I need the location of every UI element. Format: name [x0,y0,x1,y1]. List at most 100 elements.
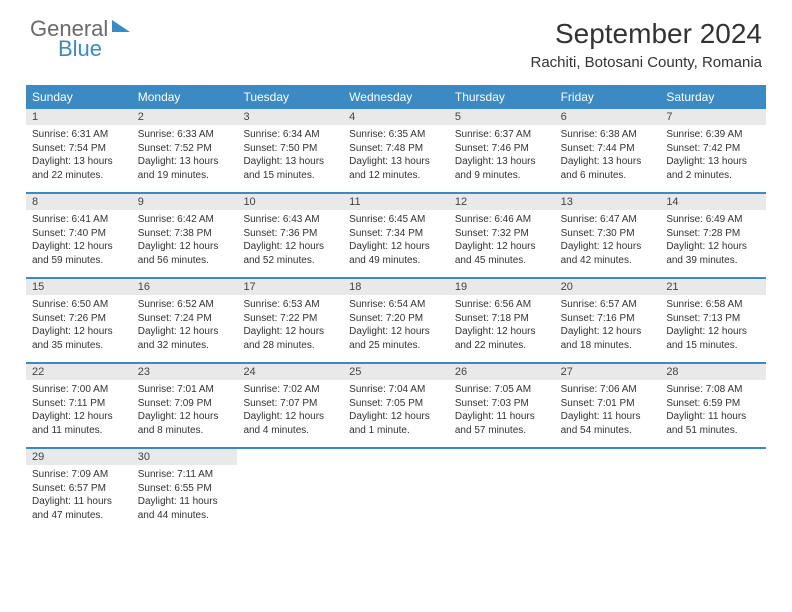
sunrise-text: Sunrise: 6:33 AM [138,128,232,142]
daylight-text: Daylight: 12 hours and 25 minutes. [349,325,443,352]
sunset-text: Sunset: 7:01 PM [561,397,655,411]
sunset-text: Sunset: 7:28 PM [666,227,760,241]
sunset-text: Sunset: 7:05 PM [349,397,443,411]
sunrise-text: Sunrise: 6:38 AM [561,128,655,142]
daylight-text: Daylight: 13 hours and 6 minutes. [561,155,655,182]
day-header: Sunday [26,85,132,109]
sunset-text: Sunset: 7:38 PM [138,227,232,241]
sunrise-text: Sunrise: 6:57 AM [561,298,655,312]
day-header: Saturday [660,85,766,109]
day-cell: Sunrise: 6:39 AMSunset: 7:42 PMDaylight:… [660,125,766,192]
day-number: 24 [237,364,343,380]
sunset-text: Sunset: 7:09 PM [138,397,232,411]
day-cell: Sunrise: 6:52 AMSunset: 7:24 PMDaylight:… [132,295,238,362]
sunrise-text: Sunrise: 7:06 AM [561,383,655,397]
header: General Blue September 2024 Rachiti, Bot… [0,0,792,79]
day-cell: Sunrise: 6:50 AMSunset: 7:26 PMDaylight:… [26,295,132,362]
day-number: 1 [26,109,132,125]
day-header: Friday [555,85,661,109]
daylight-text: Daylight: 12 hours and 39 minutes. [666,240,760,267]
sunset-text: Sunset: 7:48 PM [349,142,443,156]
day-cell: Sunrise: 6:53 AMSunset: 7:22 PMDaylight:… [237,295,343,362]
sunset-text: Sunset: 7:24 PM [138,312,232,326]
daylight-text: Daylight: 12 hours and 56 minutes. [138,240,232,267]
day-header: Thursday [449,85,555,109]
day-number: 22 [26,364,132,380]
day-cell [343,465,449,532]
daylight-text: Daylight: 13 hours and 2 minutes. [666,155,760,182]
sunrise-text: Sunrise: 6:37 AM [455,128,549,142]
sunrise-text: Sunrise: 6:39 AM [666,128,760,142]
daylight-text: Daylight: 12 hours and 4 minutes. [243,410,337,437]
day-cell: Sunrise: 7:06 AMSunset: 7:01 PMDaylight:… [555,380,661,447]
sunrise-text: Sunrise: 6:43 AM [243,213,337,227]
sunrise-text: Sunrise: 6:50 AM [32,298,126,312]
daylight-text: Daylight: 12 hours and 8 minutes. [138,410,232,437]
day-number: 14 [660,194,766,210]
day-number: 27 [555,364,661,380]
day-cell: Sunrise: 6:45 AMSunset: 7:34 PMDaylight:… [343,210,449,277]
sunrise-text: Sunrise: 6:49 AM [666,213,760,227]
calendar: SundayMondayTuesdayWednesdayThursdayFrid… [26,85,766,532]
sunset-text: Sunset: 7:54 PM [32,142,126,156]
day-number: 8 [26,194,132,210]
sunrise-text: Sunrise: 7:04 AM [349,383,443,397]
sunrise-text: Sunrise: 6:42 AM [138,213,232,227]
sunrise-text: Sunrise: 6:54 AM [349,298,443,312]
week-row: 891011121314Sunrise: 6:41 AMSunset: 7:40… [26,192,766,277]
sunrise-text: Sunrise: 6:45 AM [349,213,443,227]
day-number: 30 [132,449,238,465]
sunset-text: Sunset: 7:34 PM [349,227,443,241]
day-number: 23 [132,364,238,380]
daylight-text: Daylight: 11 hours and 51 minutes. [666,410,760,437]
day-cell: Sunrise: 6:58 AMSunset: 7:13 PMDaylight:… [660,295,766,362]
day-number: 4 [343,109,449,125]
daylight-text: Daylight: 12 hours and 42 minutes. [561,240,655,267]
day-cell: Sunrise: 6:54 AMSunset: 7:20 PMDaylight:… [343,295,449,362]
daylight-text: Daylight: 12 hours and 22 minutes. [455,325,549,352]
sunrise-text: Sunrise: 7:09 AM [32,468,126,482]
daylight-text: Daylight: 11 hours and 54 minutes. [561,410,655,437]
day-number [343,449,449,465]
day-number [237,449,343,465]
day-number: 2 [132,109,238,125]
week-row: 22232425262728Sunrise: 7:00 AMSunset: 7:… [26,362,766,447]
day-header-row: SundayMondayTuesdayWednesdayThursdayFrid… [26,85,766,109]
day-cell: Sunrise: 7:11 AMSunset: 6:55 PMDaylight:… [132,465,238,532]
sunrise-text: Sunrise: 6:41 AM [32,213,126,227]
day-cell: Sunrise: 6:38 AMSunset: 7:44 PMDaylight:… [555,125,661,192]
daylight-text: Daylight: 13 hours and 15 minutes. [243,155,337,182]
sunset-text: Sunset: 7:22 PM [243,312,337,326]
daylight-text: Daylight: 12 hours and 1 minute. [349,410,443,437]
daylight-text: Daylight: 12 hours and 59 minutes. [32,240,126,267]
day-cell [555,465,661,532]
day-cell: Sunrise: 6:41 AMSunset: 7:40 PMDaylight:… [26,210,132,277]
sunrise-text: Sunrise: 7:01 AM [138,383,232,397]
day-cell: Sunrise: 6:46 AMSunset: 7:32 PMDaylight:… [449,210,555,277]
day-header: Monday [132,85,238,109]
day-number: 19 [449,279,555,295]
day-cell: Sunrise: 6:47 AMSunset: 7:30 PMDaylight:… [555,210,661,277]
sunset-text: Sunset: 6:57 PM [32,482,126,496]
day-header: Tuesday [237,85,343,109]
sunset-text: Sunset: 7:11 PM [32,397,126,411]
day-cell: Sunrise: 7:01 AMSunset: 7:09 PMDaylight:… [132,380,238,447]
day-number: 29 [26,449,132,465]
day-number: 28 [660,364,766,380]
sunset-text: Sunset: 7:18 PM [455,312,549,326]
sunrise-text: Sunrise: 7:05 AM [455,383,549,397]
day-number: 10 [237,194,343,210]
sunset-text: Sunset: 7:20 PM [349,312,443,326]
day-cell: Sunrise: 6:31 AMSunset: 7:54 PMDaylight:… [26,125,132,192]
sunset-text: Sunset: 6:59 PM [666,397,760,411]
sunrise-text: Sunrise: 6:46 AM [455,213,549,227]
daylight-text: Daylight: 12 hours and 49 minutes. [349,240,443,267]
day-cell: Sunrise: 6:57 AMSunset: 7:16 PMDaylight:… [555,295,661,362]
sunrise-text: Sunrise: 6:31 AM [32,128,126,142]
sunset-text: Sunset: 7:42 PM [666,142,760,156]
daylight-text: Daylight: 12 hours and 32 minutes. [138,325,232,352]
sunset-text: Sunset: 6:55 PM [138,482,232,496]
sunrise-text: Sunrise: 7:11 AM [138,468,232,482]
day-cell: Sunrise: 7:02 AMSunset: 7:07 PMDaylight:… [237,380,343,447]
logo: General Blue [30,18,108,62]
